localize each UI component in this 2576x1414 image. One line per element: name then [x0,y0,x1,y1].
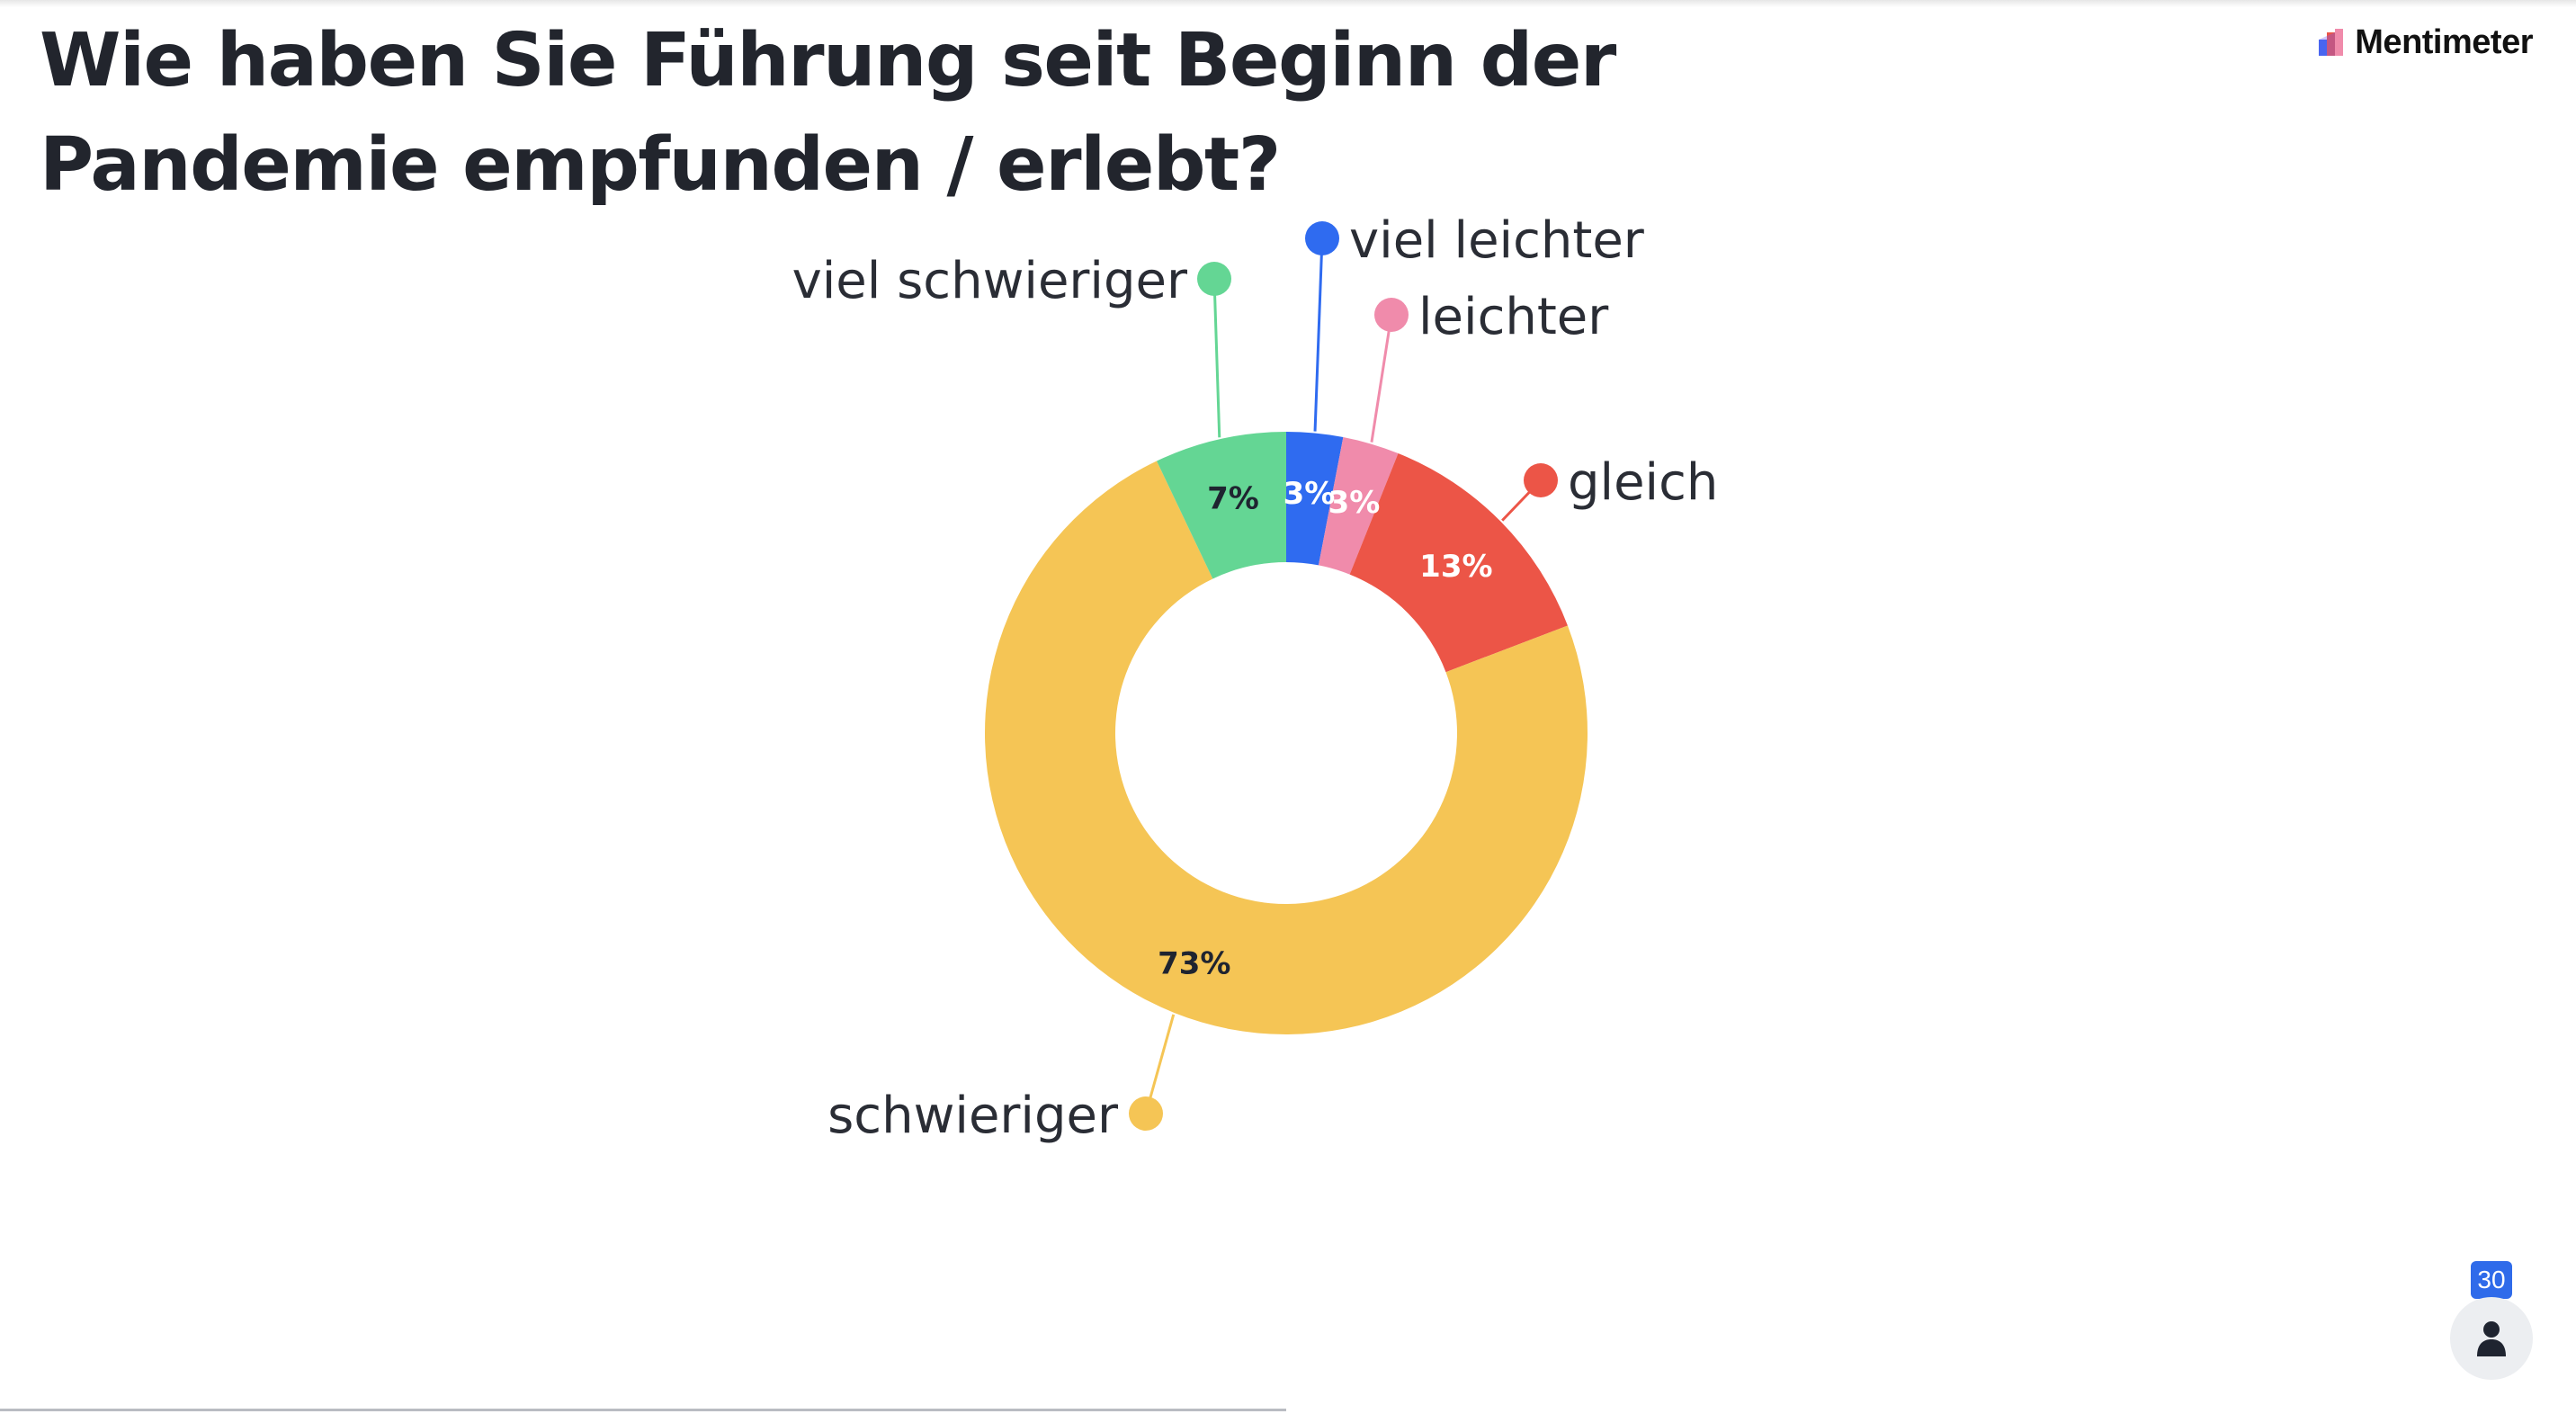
percent-label-schwieriger: 73% [1158,945,1230,981]
leader-line-schwieriger [1144,1014,1176,1114]
chart-slices [985,432,1588,1034]
slice-schwieriger [985,461,1588,1034]
legend-dot-gleich [1524,463,1558,497]
participants-widget[interactable]: 30 [2448,1261,2535,1380]
slice-viel-schwieriger [1157,432,1286,579]
category-label-gleich: gleich [1568,453,1718,512]
slice-viel-leichter [1286,432,1344,566]
legend-dot-leichter [1374,298,1409,332]
category-label-viel-leichter: viel leichter [1349,211,1645,270]
participants-button[interactable] [2450,1297,2533,1380]
legend-dot-schwieriger [1129,1096,1163,1131]
chart-leader-lines [1144,237,1543,1114]
leader-line-leichter [1370,314,1393,443]
chart-percent-labels: 3%3% 13% 73% 7% [1158,476,1492,981]
slice-leichter [1318,437,1399,575]
category-label-leichter: leichter [1418,288,1609,346]
percent-label-viel-schwieriger: 7% [1207,481,1259,517]
person-icon [2477,1321,2506,1356]
brand-name: Mentimeter [2355,22,2533,61]
percent-label-viel-leichter: 3% [1284,476,1336,512]
percent-label-gleich: 13% [1419,549,1492,585]
brand-logo: Mentimeter [2319,20,2533,65]
presentation-progress-bar [0,1409,1286,1411]
leader-line-viel-leichter [1313,237,1324,432]
participant-count-badge: 30 [2471,1261,2512,1299]
question-title: Wie haben Sie Führung seit Beginn der Pa… [40,18,1616,208]
top-strip [0,0,2576,7]
mentimeter-logo-icon [2319,29,2344,56]
chart-category-labels: viel leichter leichter gleich schwieriger vi… [792,211,1719,1145]
category-label-viel-schwieriger: viel schwieriger [792,252,1188,310]
legend-dot-viel-leichter [1305,221,1339,255]
legend-dot-viel-schwieriger [1197,262,1231,296]
category-label-schwieriger: schwieriger [827,1087,1119,1145]
percent-label-leichter: 3% [1328,485,1381,521]
slice-gleich [1349,452,1568,673]
leader-line-viel-schwieriger [1212,278,1221,438]
